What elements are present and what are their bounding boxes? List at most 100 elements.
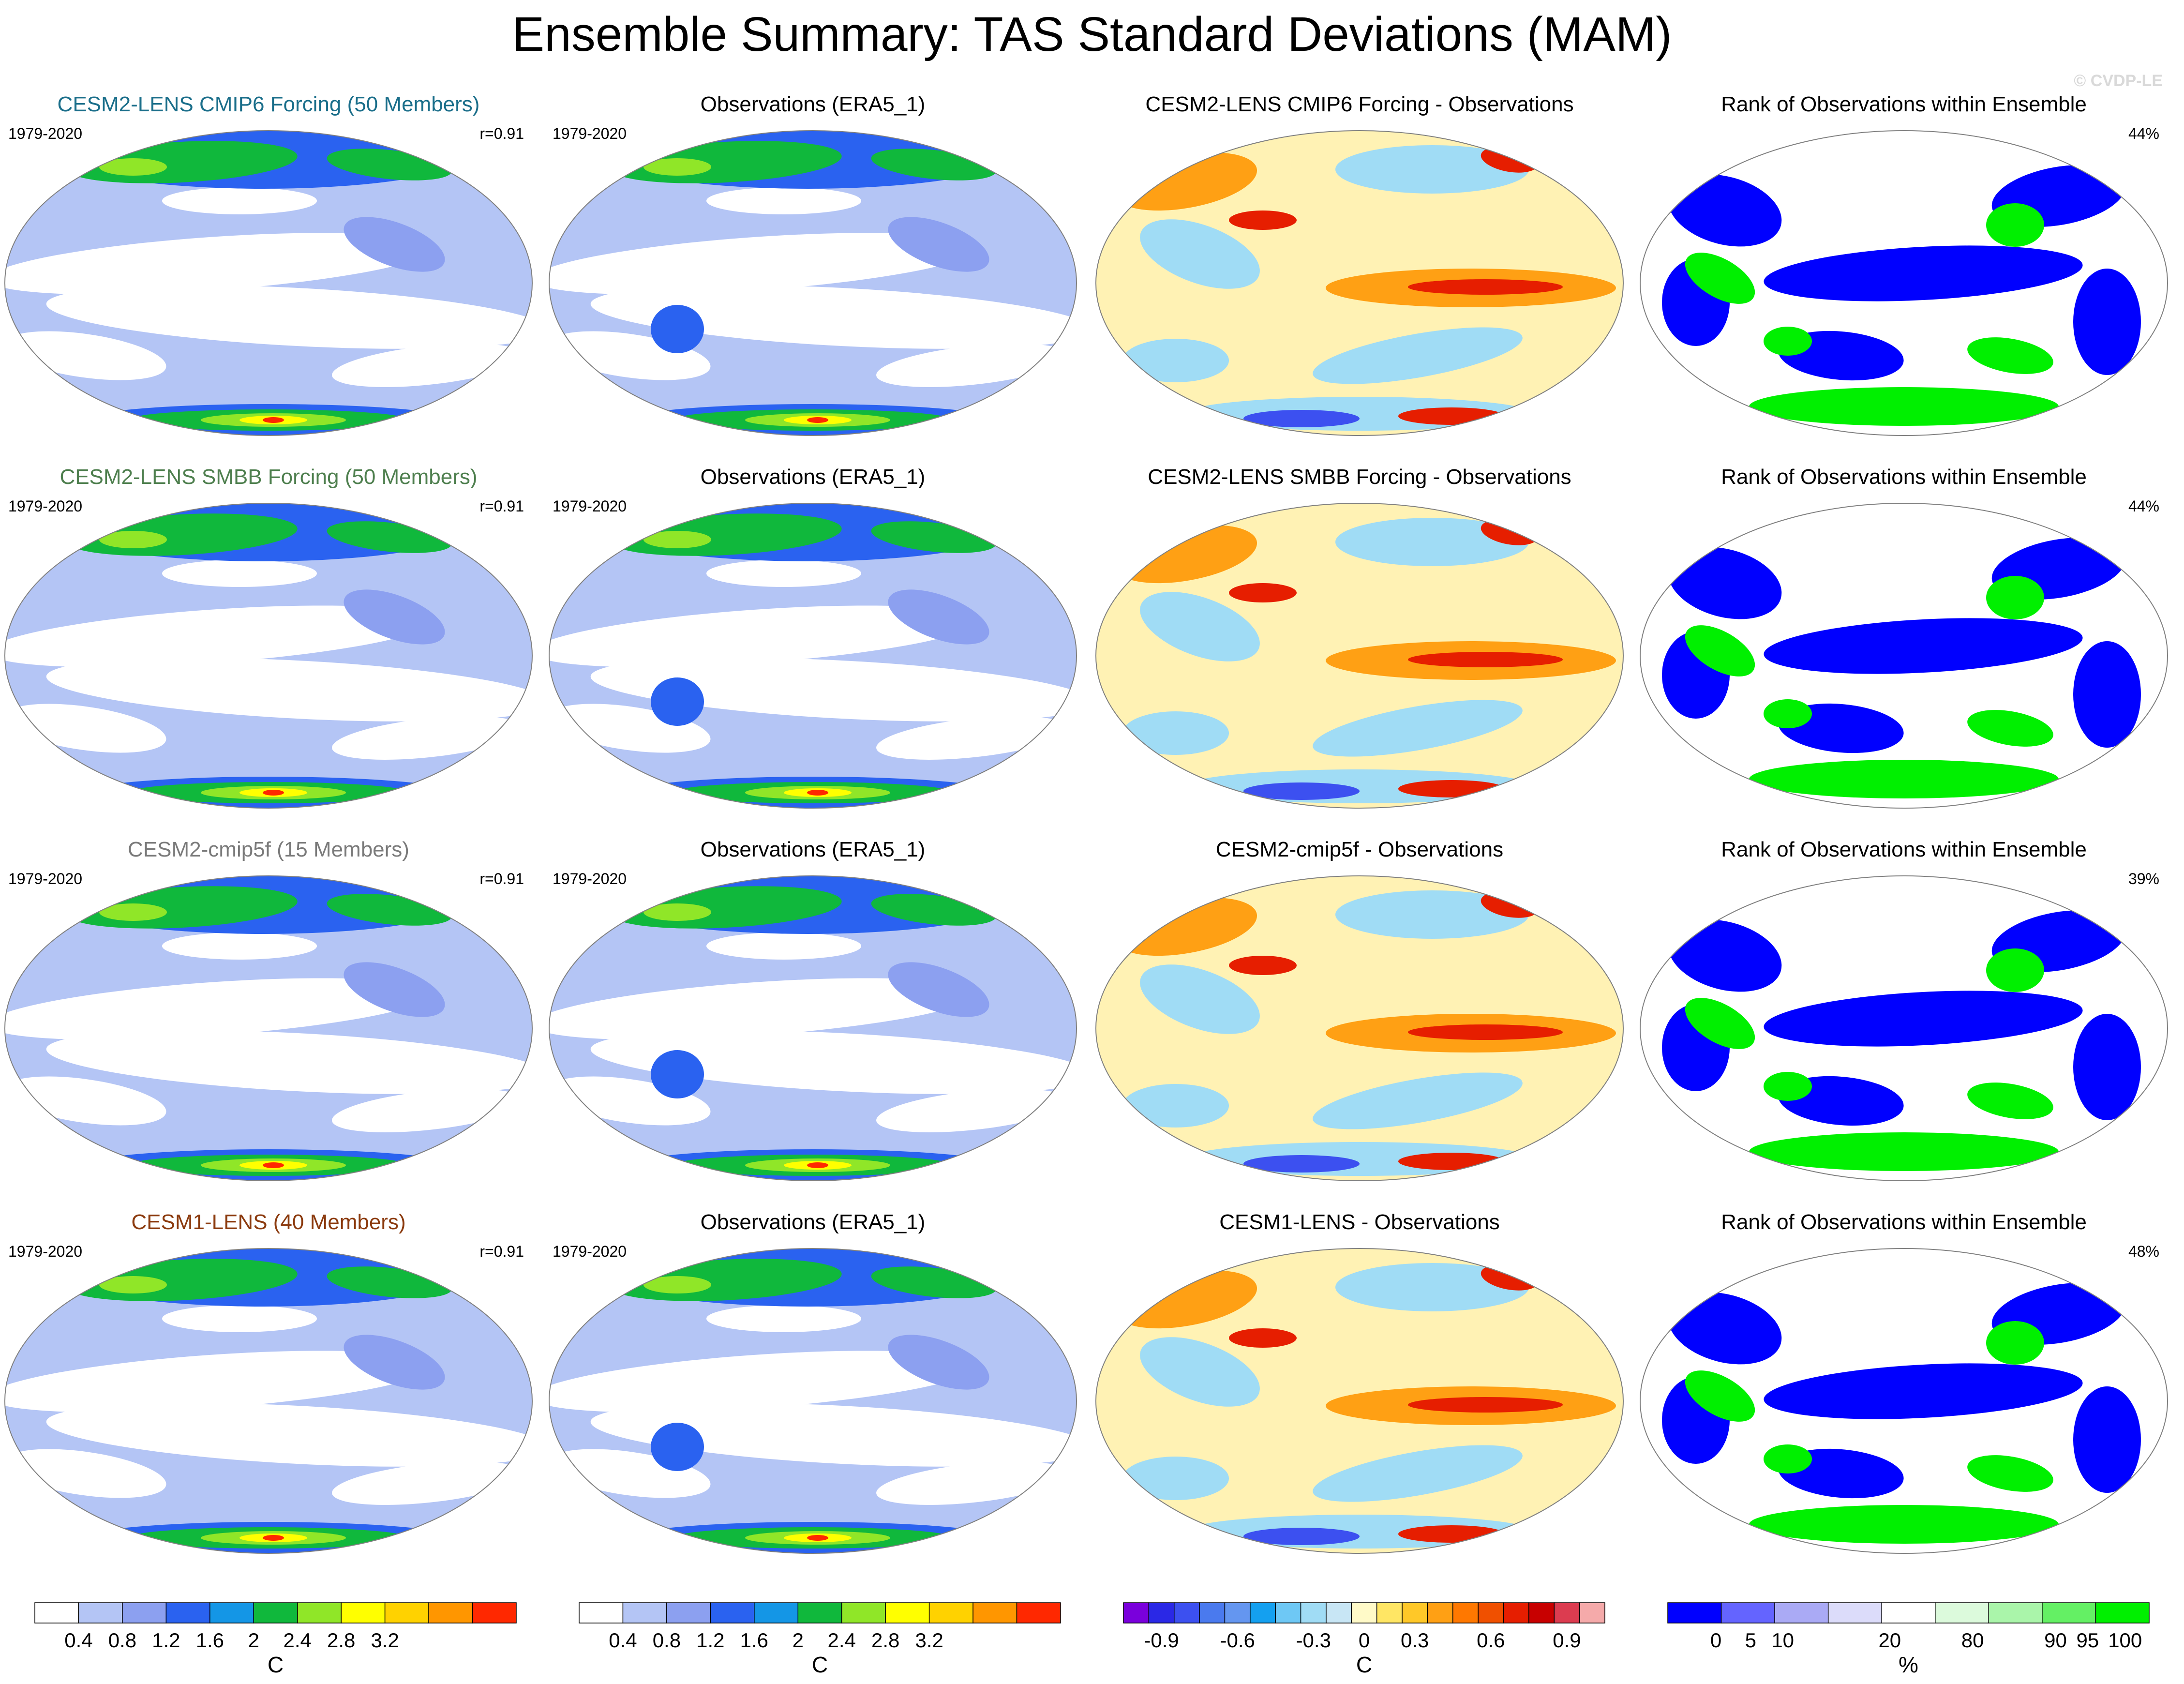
colorbar-tick-label: 0.4 bbox=[64, 1629, 92, 1652]
colorbar-tick-label: 0.8 bbox=[108, 1629, 136, 1652]
globe-outline bbox=[4, 503, 533, 809]
panel-r2-c1: CESM2-LENS SMBB Forcing (50 Members) 1979… bbox=[4, 465, 533, 809]
globe-outline bbox=[4, 1248, 533, 1554]
colorbar-swatch bbox=[928, 1602, 973, 1624]
southern-red-core bbox=[807, 790, 828, 796]
obs-panel-title: Observations (ERA5_1) bbox=[701, 1210, 926, 1234]
northern-lime-patch bbox=[99, 531, 167, 548]
map-field bbox=[549, 1248, 1077, 1553]
colorbar-tick-label: 95 bbox=[2077, 1629, 2099, 1652]
southern-red-core bbox=[807, 1162, 828, 1168]
map-field bbox=[1640, 876, 2168, 1181]
low-rank-region bbox=[2073, 269, 2141, 375]
colorbar-tick-label: 0.9 bbox=[1553, 1629, 1581, 1652]
globe-map bbox=[1640, 130, 2168, 436]
panel-r1-c1: CESM2-LENS CMIP6 Forcing (50 Members) 197… bbox=[4, 92, 533, 436]
period-label: 1979-2020 bbox=[8, 125, 82, 142]
mid-variability-patch bbox=[888, 1335, 989, 1390]
low-rank-region bbox=[1668, 547, 1782, 619]
low-variability-band bbox=[5, 605, 433, 667]
negative-difference-patch bbox=[1335, 145, 1529, 194]
northern-lime-patch bbox=[99, 1276, 167, 1293]
map-field bbox=[1096, 503, 1623, 808]
low-variability-band bbox=[706, 560, 861, 587]
low-variability-band bbox=[46, 285, 532, 349]
period-label: 1979-2020 bbox=[553, 870, 627, 887]
low-variability-band bbox=[549, 233, 977, 295]
panel-grid: CESM2-LENS CMIP6 Forcing (50 Members) 197… bbox=[4, 92, 2168, 1554]
map-field bbox=[549, 876, 1077, 1181]
colorbar-swatch bbox=[710, 1602, 755, 1624]
positive-difference-core bbox=[1229, 956, 1297, 975]
model-panel-title: CESM2-LENS CMIP6 Forcing (50 Members) bbox=[58, 92, 480, 116]
negative-difference-patch bbox=[1122, 339, 1229, 382]
negative-difference-patch bbox=[1313, 1445, 1523, 1502]
colorbar-swatch bbox=[1881, 1602, 1936, 1624]
panel-r4-c2: Observations (ERA5_1) 1979-2020 bbox=[549, 1210, 1077, 1554]
colorbar-3: -0.9 -0.6 -0.3 0 0.3 0.6 0.9 C bbox=[1123, 1602, 1605, 1677]
high-rank-region bbox=[1967, 337, 2053, 374]
colorbar-4: 0 5 10 20 80 90 95 100% bbox=[1667, 1602, 2150, 1677]
negative-difference-patch bbox=[1313, 327, 1523, 384]
colorbar-swatch bbox=[1326, 1602, 1352, 1624]
colorbar-swatch bbox=[972, 1602, 1017, 1624]
southern-negative-core bbox=[1243, 1155, 1360, 1173]
positive-difference-core bbox=[1229, 210, 1297, 230]
period-label: 1979-2020 bbox=[8, 870, 82, 887]
high-rank-region bbox=[1685, 253, 1755, 304]
colorbar-tick-label: -0.6 bbox=[1220, 1629, 1255, 1652]
colorbar-unit-label: C bbox=[812, 1652, 828, 1677]
globe-outline bbox=[1640, 875, 2168, 1181]
globe-outline bbox=[549, 130, 1077, 436]
panel-r4-c1: CESM1-LENS (40 Members) 1979-2020 r=0.91 bbox=[4, 1210, 533, 1554]
rank-percentage-label: 39% bbox=[2128, 870, 2159, 887]
low-variability-band bbox=[876, 716, 1069, 760]
colorbar-tick-label: 2 bbox=[793, 1629, 804, 1652]
negative-difference-patch bbox=[1140, 1337, 1260, 1407]
model-panel-title: CESM1-LENS (40 Members) bbox=[131, 1210, 405, 1234]
rank-panel-title: Rank of Observations within Ensemble bbox=[1721, 465, 2087, 489]
colorbar-tick-label: 2.8 bbox=[327, 1629, 355, 1652]
low-rank-region bbox=[1668, 174, 1782, 247]
low-variability-band bbox=[549, 1351, 977, 1413]
globe-outline bbox=[4, 875, 533, 1181]
colorbar-unit-label: % bbox=[1899, 1652, 1918, 1677]
colorbar-swatch bbox=[209, 1602, 254, 1624]
map-field bbox=[5, 503, 532, 808]
map-field bbox=[1640, 1248, 2168, 1553]
southern-red-core bbox=[263, 417, 284, 423]
southern-red-core bbox=[807, 1535, 828, 1541]
low-variability-band bbox=[162, 932, 317, 960]
globe-outline bbox=[1095, 1248, 1624, 1554]
mid-variability-patch bbox=[344, 589, 445, 645]
colorbar-swatch bbox=[841, 1602, 886, 1624]
colorbar-swatch bbox=[78, 1602, 123, 1624]
southern-negative-core bbox=[1243, 1528, 1360, 1545]
negative-difference-patch bbox=[1140, 964, 1260, 1034]
low-variability-band bbox=[162, 1305, 317, 1332]
high-rank-region bbox=[1749, 1132, 2059, 1171]
negative-difference-patch bbox=[1335, 890, 1529, 939]
globe-map bbox=[1095, 130, 1624, 436]
colorbar-tick-label: 90 bbox=[2044, 1629, 2067, 1652]
panel-r1-c2: Observations (ERA5_1) 1979-2020 bbox=[549, 92, 1077, 436]
low-variability-band bbox=[590, 1030, 1077, 1094]
low-variability-band bbox=[332, 716, 524, 760]
southern-red-core bbox=[263, 1162, 284, 1168]
negative-difference-patch bbox=[1313, 1072, 1523, 1129]
low-variability-band bbox=[332, 1089, 524, 1132]
low-variability-band bbox=[549, 978, 977, 1040]
colorbar-tick-label: 0.4 bbox=[609, 1629, 637, 1652]
low-variability-band bbox=[332, 344, 524, 387]
colorbar-tick-label: 100 bbox=[2108, 1629, 2142, 1652]
colorbar-tick-label: 5 bbox=[1745, 1629, 1756, 1652]
globe-map bbox=[1095, 1248, 1624, 1554]
colorbar-swatch bbox=[1016, 1602, 1061, 1624]
globe-outline bbox=[1095, 875, 1624, 1181]
northern-lime-patch bbox=[99, 903, 167, 921]
positive-difference-core bbox=[1408, 1397, 1563, 1413]
globe-outline bbox=[549, 1248, 1077, 1554]
colorbar-tick-label: 3.2 bbox=[915, 1629, 943, 1652]
globe-map bbox=[4, 130, 533, 436]
globe-map bbox=[4, 1248, 533, 1554]
